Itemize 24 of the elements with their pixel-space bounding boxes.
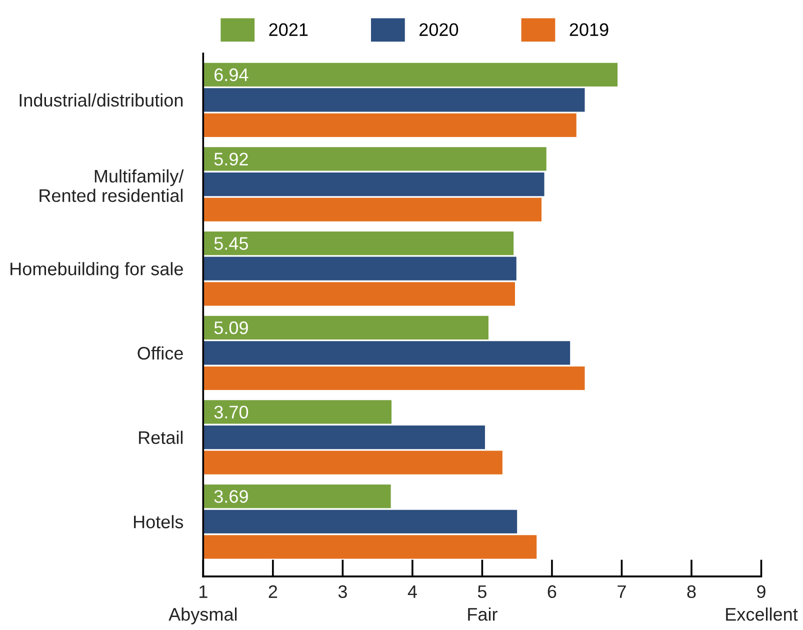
x-tick-label: 9 Excellent	[726, 585, 798, 621]
y-tick-label: Industrial/distribution	[20, 93, 183, 107]
y-tick-label: Multifamily/ Rented residential	[40, 169, 184, 202]
data-label: 5.45	[214, 237, 248, 250]
data-label: 5.92	[214, 152, 248, 166]
data-label: 5.09	[214, 321, 248, 334]
data-label: 3.69	[214, 490, 248, 503]
x-tick-label: 1 Abysmal	[168, 585, 237, 624]
legend-label: 2019	[570, 23, 608, 36]
legend-label: 2020	[420, 23, 458, 36]
x-tick-label: 6	[548, 585, 556, 598]
x-tick-label: 2	[268, 585, 278, 598]
data-label: 3.70	[214, 406, 248, 419]
x-tick-label: 5 Fair	[468, 585, 498, 621]
y-tick-label: Hotels	[134, 515, 184, 528]
y-tick-label: Office	[138, 346, 183, 360]
x-tick-label: 4	[408, 585, 417, 598]
x-tick-label: 8	[687, 585, 696, 598]
data-label: 6.94	[214, 68, 248, 82]
y-tick-label: Retail	[139, 430, 183, 444]
legend-label: 2021	[269, 23, 308, 36]
x-tick-label: 3	[338, 585, 347, 598]
x-tick-label: 7	[618, 585, 626, 598]
y-tick-label: Homebuilding for sale	[10, 262, 183, 279]
